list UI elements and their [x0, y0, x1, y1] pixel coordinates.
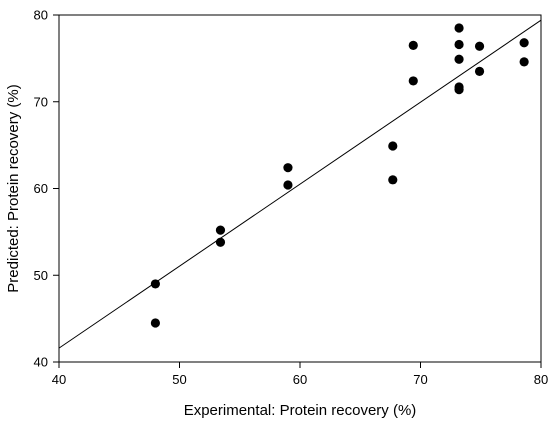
- y-tick-label: 70: [34, 94, 48, 109]
- x-tick-label: 40: [52, 372, 66, 387]
- data-point: [388, 141, 398, 151]
- plot-area: [58, 14, 542, 363]
- x-axis-ticks: 40 50 60 70 80: [52, 362, 548, 387]
- data-point: [150, 279, 160, 289]
- data-point: [408, 40, 418, 50]
- data-point: [215, 225, 226, 235]
- data-point: [283, 163, 293, 173]
- data-point: [519, 57, 529, 67]
- data-point: [474, 66, 485, 76]
- x-tick-label: 80: [534, 372, 548, 387]
- data-points: [150, 23, 529, 328]
- y-axis-ticks: 40 50 60 70 80: [34, 8, 59, 370]
- y-tick-label: 60: [34, 181, 48, 196]
- plot-frame: [58, 14, 542, 363]
- y-tick-label: 50: [34, 268, 48, 283]
- y-tick-label: 40: [34, 355, 48, 370]
- y-tick-label: 80: [34, 8, 48, 23]
- data-point: [454, 39, 464, 50]
- data-point: [215, 237, 226, 247]
- data-point: [388, 175, 398, 185]
- data-point: [150, 318, 160, 328]
- data-point: [283, 180, 293, 190]
- data-point: [408, 76, 418, 86]
- x-tick-label: 50: [172, 372, 186, 387]
- fit-line: [58, 19, 542, 349]
- y-axis-title: Predicted: Protein recovery (%): [5, 84, 22, 292]
- data-point: [519, 38, 529, 48]
- x-axis-title: Experimental: Protein recovery (%): [184, 402, 417, 419]
- data-point: [454, 85, 464, 95]
- data-point: [474, 41, 485, 51]
- data-point: [454, 54, 464, 64]
- x-tick-label: 70: [413, 372, 427, 387]
- fit-line-layer: [58, 19, 542, 349]
- data-point: [454, 23, 464, 33]
- x-tick-label: 60: [293, 372, 307, 387]
